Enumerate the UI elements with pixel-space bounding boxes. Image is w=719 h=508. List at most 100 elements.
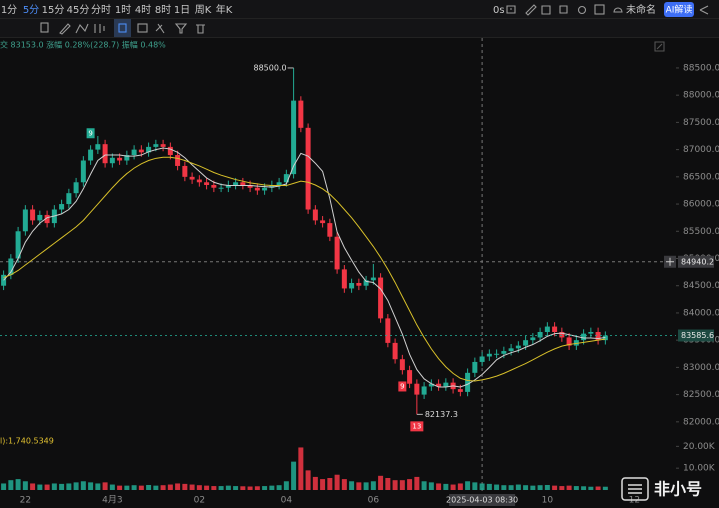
tool-icon[interactable] <box>59 23 71 35</box>
volume-bar <box>479 483 485 490</box>
signal-badge <box>86 128 95 139</box>
cloud-icon[interactable] <box>613 7 623 13</box>
candle-body <box>349 283 355 289</box>
volume-bar <box>146 484 152 490</box>
candle-body <box>399 359 405 371</box>
settings-icon[interactable] <box>577 5 587 15</box>
volume-bar <box>283 481 289 490</box>
volume-bar <box>486 483 492 490</box>
candle-body <box>428 383 434 387</box>
interval-button[interactable]: 周K <box>195 4 212 16</box>
tool-icon[interactable] <box>137 23 148 33</box>
candle-body <box>117 157 123 161</box>
window-icon[interactable] <box>594 4 605 15</box>
volume-bar <box>428 482 434 490</box>
candle-body <box>182 165 188 177</box>
tool-icon[interactable] <box>40 22 49 33</box>
camera-icon[interactable] <box>506 5 516 14</box>
volume-bar <box>37 484 43 490</box>
y-tick-label: 84500.0 <box>683 281 719 291</box>
ai-button-bg[interactable] <box>664 2 694 17</box>
interval-button[interactable]: 8时 <box>155 4 171 16</box>
volume-bar <box>341 479 347 490</box>
y-tick-label: 86000.0 <box>683 200 719 210</box>
volume-bar <box>320 479 326 490</box>
volume-bar <box>312 476 318 490</box>
volume-bar <box>15 479 21 490</box>
tool-icon[interactable] <box>155 23 165 34</box>
volume-bar <box>95 483 101 490</box>
tool-icon[interactable] <box>94 24 105 33</box>
volume-bar <box>211 486 217 490</box>
y-tick-label: 87000.0 <box>683 145 719 155</box>
volume-bar <box>399 480 405 490</box>
watermark-logo <box>621 477 649 501</box>
candle-body <box>501 351 507 354</box>
tool-icon[interactable] <box>75 23 89 34</box>
y-tick-label: 86500.0 <box>683 172 719 182</box>
tool-selected-bg[interactable] <box>114 19 131 37</box>
layout-icon[interactable] <box>559 5 568 14</box>
interval-button[interactable]: 15分 <box>42 4 65 16</box>
volume-tick-label: 20.00K <box>683 442 716 452</box>
candle-body <box>138 149 144 153</box>
interval-button[interactable]: 1日 <box>174 5 190 16</box>
interval-button[interactable]: 5分 <box>23 4 39 16</box>
volume-bar <box>138 485 144 490</box>
volume-bar <box>124 485 130 490</box>
y-tick-label: 85500.0 <box>683 227 719 237</box>
volume-bar <box>225 485 231 490</box>
ai-button[interactable]: AI解读 <box>666 4 693 16</box>
interval-button[interactable]: 分时 <box>91 4 111 16</box>
volume-bar <box>407 479 413 490</box>
interval-button[interactable]: 1时 <box>115 4 131 16</box>
moving-average <box>3 156 606 382</box>
volume-bar <box>66 483 72 490</box>
interval-button[interactable]: 45分 <box>67 4 90 16</box>
candle-body <box>8 258 14 275</box>
drawing-tools[interactable] <box>40 4 709 52</box>
interval-button[interactable]: 年K <box>216 3 233 16</box>
candle-body <box>356 283 362 286</box>
info-line: 交 83153.0 涨幅 0.28%(228.7) 振幅 0.48% <box>0 40 166 50</box>
refresh-timer[interactable]: 0s <box>493 5 505 16</box>
last-price-label: 83585.6 <box>681 331 714 340</box>
candle-body <box>407 370 413 384</box>
volume-bar <box>414 476 420 490</box>
share-icon[interactable] <box>699 5 709 15</box>
fullscreen-icon[interactable] <box>654 41 665 52</box>
signal-label: 9 <box>88 129 92 137</box>
candle-body <box>66 193 72 205</box>
volume-bar <box>334 474 340 490</box>
interval-bar: 1分 5分 15分 45分 分时 1时 4时 8时 1日 周K 年K <box>1 3 233 16</box>
layout-name[interactable]: 未命名 <box>626 3 656 16</box>
volume-bar <box>276 485 282 490</box>
volume-bar <box>182 483 188 490</box>
candle-body <box>486 353 492 357</box>
volume-bar <box>254 486 260 490</box>
volume-bar <box>327 478 333 490</box>
volume-bar <box>189 484 195 490</box>
tool-icon[interactable] <box>196 24 205 34</box>
volume-label: l):1,740.5349 <box>0 437 54 446</box>
volume-bar <box>30 483 36 490</box>
candle-body <box>334 236 340 270</box>
volume-bar <box>298 447 304 490</box>
volume-bar <box>22 481 28 490</box>
expand-icon[interactable] <box>541 5 551 15</box>
crosshair-time-bg <box>449 494 516 506</box>
candle-body <box>262 187 268 191</box>
signal-label: 9 <box>400 382 404 390</box>
candle-body <box>341 269 347 289</box>
candle-body <box>269 185 275 188</box>
interval-button[interactable]: 1分 <box>1 4 17 16</box>
volume-bar <box>196 485 202 490</box>
volume-bar <box>465 481 471 490</box>
candle-body <box>15 231 21 259</box>
pen-icon[interactable] <box>525 4 537 16</box>
tool-icon[interactable] <box>118 23 127 33</box>
tool-icon[interactable] <box>174 23 188 34</box>
interval-button[interactable]: 4时 <box>135 4 151 16</box>
volume-bar <box>73 482 79 490</box>
signal-badge <box>410 421 424 432</box>
